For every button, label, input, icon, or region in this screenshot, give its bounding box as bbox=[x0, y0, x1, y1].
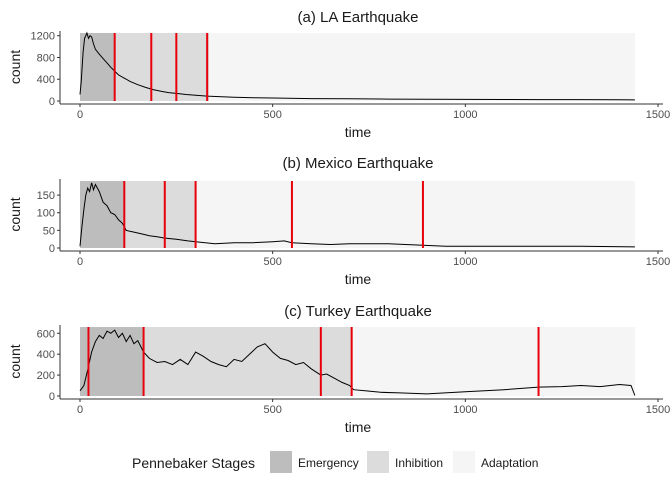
x-tick-label: 500 bbox=[263, 404, 281, 416]
y-tick-label: 400 bbox=[37, 74, 55, 86]
stage-band-emergency bbox=[80, 181, 125, 248]
panel-title: (a) LA Earthquake bbox=[298, 9, 419, 26]
series-line bbox=[79, 182, 635, 248]
y-tick-label: 600 bbox=[37, 328, 55, 340]
legend-key-inhibition bbox=[367, 451, 389, 473]
panel-3: 0 200 400 600 0 500 1000 1500 (c) Turkey Earthqu… bbox=[7, 303, 670, 435]
y-tick-label: 0 bbox=[49, 243, 55, 255]
legend-key-adaptation bbox=[453, 451, 475, 473]
y-tick-label: 50 bbox=[43, 225, 55, 237]
stage-band-inhibition bbox=[124, 181, 196, 248]
legend-key-emergency bbox=[270, 451, 292, 473]
y-tick-label: 0 bbox=[49, 391, 55, 403]
legend-label-emergency: Emergency bbox=[298, 456, 359, 470]
y-tick-label: 800 bbox=[37, 52, 55, 64]
series-line bbox=[79, 31, 635, 101]
y-tick-label: 400 bbox=[37, 349, 55, 361]
y-axis-title: count bbox=[7, 50, 23, 84]
y-axis-title: count bbox=[7, 344, 23, 378]
x-tick-label: 0 bbox=[77, 256, 83, 268]
stage-band-adaptation bbox=[195, 181, 635, 248]
y-axis-title: count bbox=[7, 197, 23, 231]
x-tick-label: 1500 bbox=[646, 256, 670, 268]
x-axis-title: time bbox=[345, 124, 372, 140]
y-tick-label: 0 bbox=[49, 96, 55, 108]
legend-label-adaptation: Adaptation bbox=[481, 456, 538, 470]
x-tick-label: 1000 bbox=[453, 256, 477, 268]
stage-band-adaptation bbox=[351, 327, 635, 396]
x-tick-label: 0 bbox=[77, 109, 83, 121]
x-tick-label: 1000 bbox=[453, 109, 477, 121]
panel-1: 0 400 800 1200 0 500 1000 1500 (a) LA Earthquake… bbox=[7, 9, 670, 140]
series-line bbox=[79, 329, 636, 396]
y-tick-label: 1200 bbox=[31, 31, 55, 43]
x-tick-label: 0 bbox=[77, 404, 83, 416]
x-axis-title: time bbox=[345, 419, 372, 435]
stage-band-emergency bbox=[80, 33, 115, 101]
legend-label-inhibition: Inhibition bbox=[395, 456, 443, 470]
stage-band-emergency bbox=[80, 327, 144, 396]
stage-band-inhibition bbox=[114, 33, 210, 101]
y-tick-label: 100 bbox=[37, 208, 55, 220]
stage-band-adaptation bbox=[209, 33, 635, 101]
panel-title: (b) Mexico Earthquake bbox=[283, 155, 434, 172]
stage-band-inhibition bbox=[143, 327, 352, 396]
x-tick-label: 1500 bbox=[646, 404, 670, 416]
panel-title: (c) Turkey Earthquake bbox=[284, 303, 432, 320]
legend-title: Pennebaker Stages bbox=[132, 455, 255, 471]
x-tick-label: 500 bbox=[263, 256, 281, 268]
x-tick-label: 1500 bbox=[646, 109, 670, 121]
x-axis-title: time bbox=[345, 271, 372, 287]
x-tick-label: 1000 bbox=[453, 404, 477, 416]
y-tick-label: 200 bbox=[37, 370, 55, 382]
legend: Pennebaker Stages Emergency Inhibition Adap… bbox=[132, 451, 538, 473]
y-tick-label: 150 bbox=[37, 190, 55, 202]
x-tick-label: 500 bbox=[263, 109, 281, 121]
